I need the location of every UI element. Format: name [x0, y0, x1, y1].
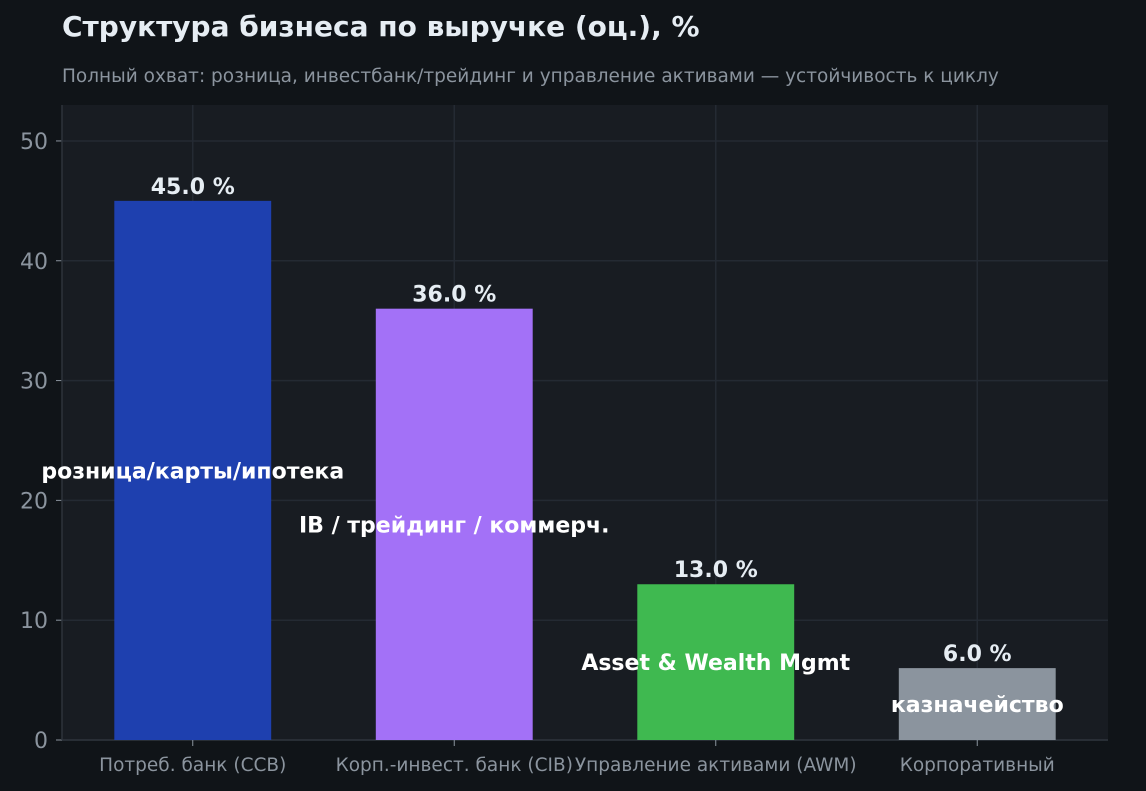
bar-annotation: IB / трейдинг / коммерч. — [299, 513, 610, 538]
data-label: 6.0 % — [943, 642, 1012, 667]
bars — [114, 200, 1056, 740]
bar — [375, 308, 533, 740]
y-tick-label: 10 — [20, 609, 48, 634]
data-label: 45.0 % — [151, 175, 235, 200]
y-tick-label: 40 — [20, 250, 48, 275]
y-tick-label: 20 — [20, 489, 48, 514]
y-tick-label: 50 — [20, 130, 48, 155]
x-tick-label: Корпоративный — [900, 755, 1055, 776]
chart-title: Структура бизнеса по выручке (оц.), % — [62, 10, 700, 43]
bar — [114, 200, 272, 740]
bar-annotation: розница/карты/ипотека — [41, 459, 344, 484]
data-label: 36.0 % — [412, 283, 496, 308]
y-tick-label: 0 — [34, 729, 48, 754]
y-tick-label: 30 — [20, 370, 48, 395]
bar — [637, 584, 795, 740]
labels: 45.0 % розница/карты/ипотека 36.0 % IB / тр… — [41, 175, 1063, 718]
x-tick-label: Корп.-инвест. банк (CIB) — [336, 755, 573, 776]
bar-annotation: Asset & Wealth Mgmt — [581, 651, 850, 676]
bar-annotation: казначейство — [891, 693, 1064, 718]
data-label: 13.0 % — [674, 558, 758, 583]
axes: 0 10 20 30 40 50 Потреб. банк (CCB) Корп.-инвес… — [20, 105, 1108, 776]
chart-subtitle: Полный охват: розница, инвестбанк/трейди… — [62, 66, 999, 87]
x-tick-label: Управление активами (AWM) — [575, 755, 857, 776]
x-tick-label: Потреб. банк (CCB) — [99, 755, 286, 776]
bar — [898, 668, 1056, 740]
